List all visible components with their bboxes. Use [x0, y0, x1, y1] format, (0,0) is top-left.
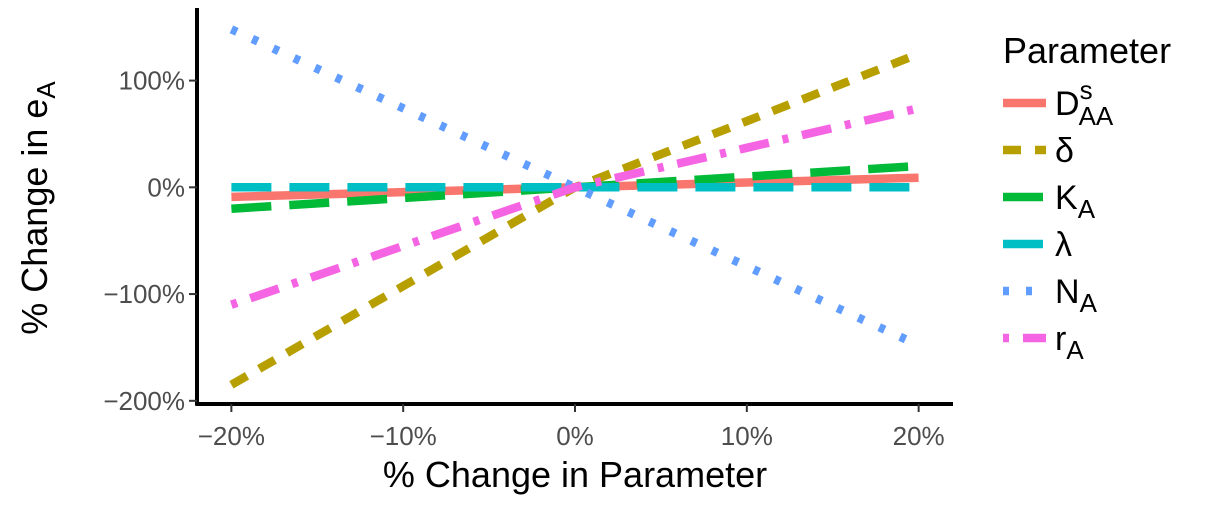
- x-axis-title: % Change in Parameter: [383, 454, 767, 495]
- legend-label-rA: rA: [1055, 320, 1084, 365]
- plot-lines: [229, 25, 921, 389]
- legend-label-main: δ: [1055, 132, 1074, 170]
- series-line-rA: [230, 104, 920, 309]
- y-tick-label: 100%: [119, 66, 186, 96]
- series-line-delta: [229, 49, 921, 389]
- legend-label-sub: A: [1066, 335, 1084, 365]
- legend-label-sub: A: [1078, 194, 1096, 224]
- x-tick-label: 10%: [721, 421, 773, 451]
- legend-label-main: K: [1055, 179, 1078, 217]
- legend-item-lambda: λ: [1003, 226, 1072, 264]
- legend-label-main: r: [1055, 320, 1066, 358]
- legend-label-DsAA: Ds AA: [1055, 75, 1114, 131]
- legend-item-delta: δ: [1003, 132, 1074, 170]
- legend-item-rA: rA: [1003, 320, 1084, 365]
- x-tick-label: 0%: [556, 421, 594, 451]
- y-tick-label: −100%: [103, 279, 185, 309]
- legend-label-sub: A: [1080, 288, 1098, 318]
- legend-item-KA: KA: [1003, 179, 1096, 224]
- x-tick-label: −10%: [370, 421, 437, 451]
- legend-item-DsAA: Ds AA: [1003, 75, 1114, 131]
- legend-label-KA: KA: [1055, 179, 1096, 224]
- legend-label-main: N: [1055, 273, 1080, 311]
- legend-label-NA: NA: [1055, 273, 1098, 318]
- legend-label-main: λ: [1055, 226, 1072, 264]
- legend-label-lambda: λ: [1055, 226, 1072, 264]
- legend-label-sub: AA: [1079, 101, 1114, 131]
- legend-title: Parameter: [1003, 30, 1171, 71]
- x-tick-label: −20%: [198, 421, 265, 451]
- legend-item-NA: NA: [1003, 273, 1098, 318]
- ticks: −20% −10% 0% 10% 20% −200% −100% 0% 100%: [103, 66, 944, 451]
- legend-label-sup: s: [1080, 75, 1093, 105]
- y-tick-label: −200%: [103, 386, 185, 416]
- y-axis-title-sub: A: [31, 81, 61, 99]
- legend-label-delta: δ: [1055, 132, 1074, 170]
- y-tick-label: 0%: [147, 172, 185, 202]
- x-tick-label: 20%: [893, 421, 945, 451]
- y-axis-title: % Change in eA: [14, 81, 61, 335]
- legend-label-main: D: [1055, 85, 1080, 123]
- y-axis-title-main: % Change in e: [14, 99, 55, 335]
